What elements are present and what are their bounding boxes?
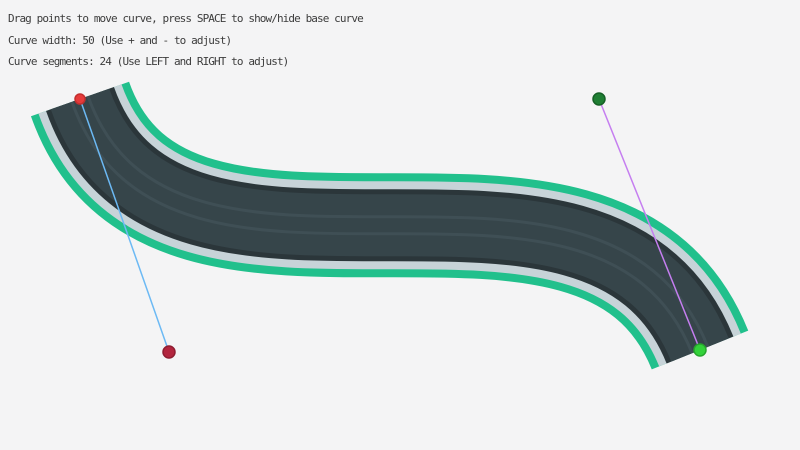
hud-text: Drag points to move curve, press SPACE t… bbox=[8, 8, 364, 73]
hud-curve-width: Curve width: 50 (Use + and - to adjust) bbox=[8, 33, 232, 47]
curve-point-end[interactable] bbox=[693, 343, 707, 357]
road-layer-lane-cover bbox=[73, 96, 707, 353]
curve-point-control2[interactable] bbox=[592, 92, 606, 106]
handle-line-start bbox=[79, 98, 170, 353]
handle-line-end bbox=[598, 98, 701, 351]
curve-point-start[interactable] bbox=[74, 93, 86, 105]
road-group bbox=[30, 79, 749, 372]
hud-instructions: Drag points to move curve, press SPACE t… bbox=[8, 12, 364, 25]
curve-point-control1[interactable] bbox=[162, 345, 176, 359]
hud-curve-segments: Curve segments: 24 (Use LEFT and RIGHT t… bbox=[8, 55, 289, 68]
